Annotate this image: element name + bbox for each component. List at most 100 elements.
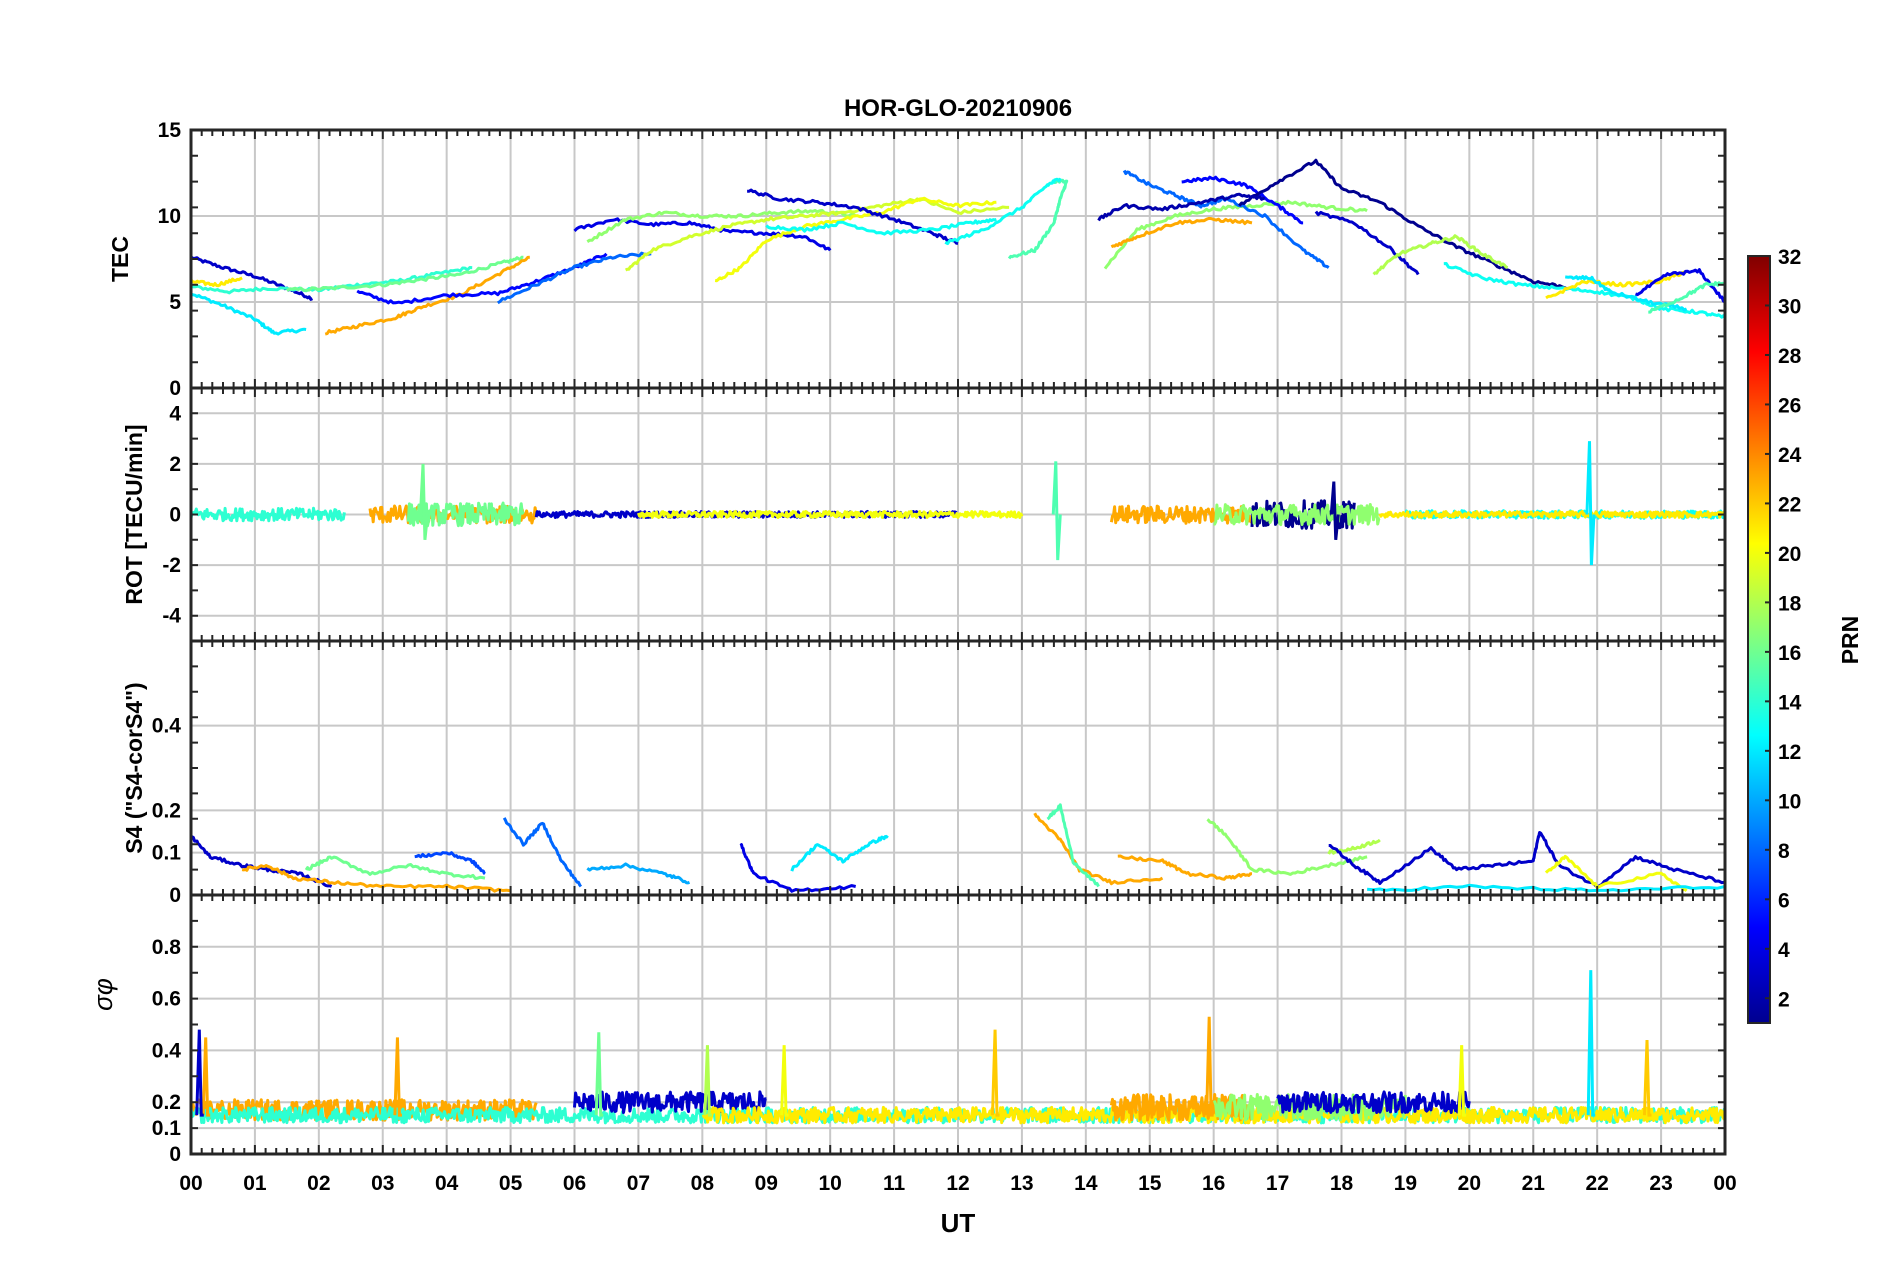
x-tick-label: 07 — [627, 1172, 650, 1195]
y-tick-label: 0.8 — [152, 936, 182, 959]
series-line-prn-5 — [1181, 175, 1304, 225]
x-tick-label: 19 — [1394, 1172, 1417, 1195]
grid-s4 — [191, 641, 1725, 895]
series-line-prn-20 — [714, 196, 997, 283]
colorbar-tick-label: 2 — [1778, 988, 1790, 1011]
x-tick-label: 03 — [371, 1172, 394, 1195]
series-line-prn-18 — [1372, 234, 1509, 276]
y-tick-label: 0.4 — [152, 1039, 182, 1062]
x-tick-label: 14 — [1074, 1172, 1098, 1195]
series-line-prn-15 — [1046, 803, 1100, 888]
colorbar-tick-label: 32 — [1778, 246, 1801, 269]
minor-ticks-tec — [190, 129, 1726, 389]
series-line-prn-3 — [191, 255, 314, 301]
spike-prn-22 — [1642, 1039, 1652, 1117]
series-line-prn-3 — [1276, 1090, 1471, 1114]
minor-ticks-sigma_phi — [190, 894, 1726, 1155]
series-line-prn-14 — [191, 506, 346, 523]
colorbar-tick-label: 16 — [1778, 642, 1801, 665]
series-line-prn-1 — [1238, 158, 1572, 291]
y-tick-label: 2 — [169, 453, 181, 476]
series-line-prn-15 — [1648, 281, 1725, 314]
y-tick-label: 0.2 — [152, 1091, 181, 1114]
x-tick-label: 10 — [818, 1172, 841, 1195]
y-tick-label: 0.1 — [152, 842, 182, 865]
panel-tec: 0 5 10 15 TEC — [107, 119, 1727, 400]
x-tick-label: 15 — [1138, 1172, 1162, 1195]
colorbar-tick-label: 8 — [1778, 840, 1790, 863]
series-line-prn-4 — [573, 217, 832, 252]
y-tick-label: 0 — [169, 1143, 181, 1166]
series-line-prn-17 — [1213, 503, 1381, 527]
spike-prn-16 — [594, 1032, 604, 1117]
y-tick-label: 0 — [169, 377, 181, 400]
series-line-prn-23 — [241, 864, 511, 893]
series-line-prn-23 — [1109, 1093, 1254, 1122]
x-tick-label: 01 — [243, 1172, 267, 1195]
x-tick-label: 20 — [1458, 1172, 1481, 1195]
spike-prn-23 — [201, 1037, 211, 1117]
series-line-prn-3 — [534, 510, 959, 519]
series-line-prn-16 — [286, 255, 524, 292]
series-line-prn-7 — [414, 851, 486, 875]
series-line-prn-20 — [636, 510, 1024, 519]
series-line-prn-3 — [747, 188, 959, 245]
grid-tec — [191, 130, 1725, 388]
x-tick-label: 02 — [307, 1172, 330, 1195]
series-line-prn-13 — [765, 217, 997, 236]
colorbar-tick-label: 24 — [1778, 444, 1802, 467]
y-tick-label: 0.4 — [152, 715, 182, 738]
series-tec — [191, 158, 1725, 336]
x-tick-label: 00 — [1713, 1172, 1736, 1195]
colorbar-tick-label: 26 — [1778, 394, 1801, 417]
colorbar-tick-label: 18 — [1778, 592, 1802, 615]
colorbar-tick-label: 4 — [1778, 939, 1790, 962]
colorbar-tick-label: 30 — [1778, 295, 1801, 318]
x-tick-label: 23 — [1649, 1172, 1672, 1195]
series-line-prn-16 — [304, 855, 486, 880]
series-line-prn-4 — [1635, 268, 1725, 304]
y-tick-label: -4 — [162, 605, 181, 628]
series-line-prn-21 — [1378, 510, 1725, 519]
tick-marks — [190, 640, 1726, 896]
x-tick-label: 11 — [883, 1172, 906, 1195]
series-line-prn-8 — [502, 817, 583, 888]
x-tick-label: 12 — [946, 1172, 969, 1195]
x-tick-label: 04 — [435, 1172, 459, 1195]
series-line-prn-19 — [624, 197, 1010, 272]
minor-ticks-s4 — [190, 640, 1726, 896]
series-line-prn-17 — [1212, 1093, 1407, 1122]
x-tick-label: 21 — [1522, 1172, 1546, 1195]
spike-prn-16 — [418, 463, 429, 540]
x-tick-label: 00 — [179, 1172, 202, 1195]
x-tick-label: 22 — [1585, 1172, 1608, 1195]
series-line-prn-12 — [790, 834, 889, 872]
series-line-prn-17 — [586, 208, 857, 243]
series-line-prn-23 — [324, 255, 530, 336]
series-line-prn-3 — [1328, 831, 1725, 889]
x-axis-label: UT — [941, 1208, 976, 1238]
series-line-prn-8 — [497, 251, 652, 305]
x-tick-label: 09 — [755, 1172, 778, 1195]
tick-marks — [190, 387, 1726, 642]
series-line-prn-5 — [356, 252, 608, 305]
series-line-prn-17 — [1206, 818, 1368, 876]
series-line-prn-3 — [573, 1090, 767, 1114]
y-axis-label-sigma: σφ — [88, 978, 118, 1011]
series-line-prn-13 — [944, 177, 1062, 246]
series-line-prn-12 — [1565, 275, 1688, 312]
series-line-prn-2 — [1097, 192, 1266, 222]
y-tick-label: 5 — [169, 291, 181, 314]
series-rot — [191, 441, 1725, 566]
x-tick-label: 06 — [563, 1172, 586, 1195]
colorbar-tick-label: 12 — [1778, 741, 1801, 764]
series-line-prn-15 — [1007, 178, 1069, 260]
colorbar-gradient — [1747, 255, 1771, 1024]
spike-prn-3 — [195, 1029, 204, 1117]
x-axis: 00 01 02 03 04 05 06 07 08 09 10 11 12 13 14 15 16 17 18 19… — [179, 1172, 1736, 1195]
y-axis-label-tec: TEC — [107, 236, 133, 282]
x-tick-label: 13 — [1010, 1172, 1033, 1195]
series-line-prn-21 — [191, 276, 243, 288]
